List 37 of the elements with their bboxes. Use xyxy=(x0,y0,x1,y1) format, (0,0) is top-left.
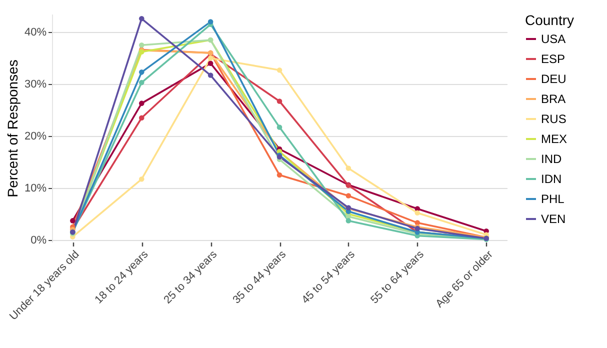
y-axis-title: Percent of Responses xyxy=(4,60,20,198)
legend-label: MEX xyxy=(541,132,568,146)
point xyxy=(138,42,144,48)
point xyxy=(138,176,144,182)
legend-label: ESP xyxy=(541,52,566,66)
legend-label: DEU xyxy=(541,72,566,86)
point xyxy=(138,16,144,22)
point xyxy=(138,70,144,75)
point xyxy=(138,115,144,121)
legend-label: IND xyxy=(541,152,562,166)
legend-label: IDN xyxy=(541,172,562,186)
point xyxy=(208,56,214,61)
legend-title: Country xyxy=(525,12,574,28)
point xyxy=(346,218,352,224)
point xyxy=(138,100,144,106)
y-tick-label: 30% xyxy=(24,78,47,91)
legend-label: VEN xyxy=(541,212,566,226)
point xyxy=(276,124,282,130)
y-tick-label: 20% xyxy=(24,130,47,143)
point xyxy=(276,67,282,73)
point xyxy=(276,172,282,178)
point xyxy=(346,193,352,198)
point xyxy=(208,60,214,66)
point xyxy=(70,218,76,224)
y-tick-label: 10% xyxy=(24,182,47,194)
point xyxy=(208,72,214,78)
y-tick-label: 40% xyxy=(24,26,47,39)
y-tick-label: 0% xyxy=(30,234,47,246)
legend-label: BRA xyxy=(541,92,566,106)
point xyxy=(208,19,214,24)
point xyxy=(138,80,144,86)
point xyxy=(414,210,420,216)
legend-label: RUS xyxy=(541,112,566,126)
point xyxy=(346,166,352,171)
legend-label: PHL xyxy=(541,192,565,206)
point xyxy=(276,98,282,104)
legend-label: USA xyxy=(541,32,566,46)
